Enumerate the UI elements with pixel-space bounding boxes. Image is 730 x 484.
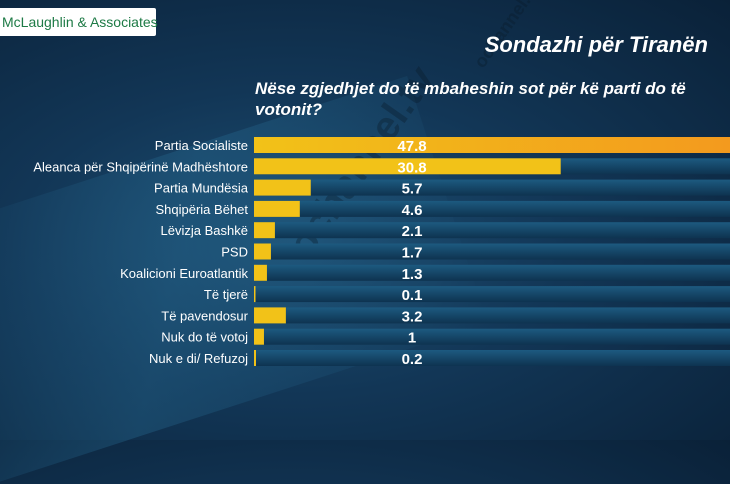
- bar: [254, 328, 264, 345]
- category-label: Të tjerë: [204, 287, 248, 302]
- category-label: Nuk e di/ Refuzoj: [149, 351, 248, 366]
- category-label: Koalicioni Euroatlantik: [120, 266, 248, 281]
- bar-chart: Partia Socialiste 47.8 Aleanca për Shqipër…: [33, 137, 730, 368]
- bar-track: [254, 286, 730, 303]
- bar: [254, 200, 300, 217]
- category-label: Të pavendosur: [161, 308, 248, 323]
- category-label: Partia Mundësia: [154, 181, 249, 196]
- value-label: 4.6: [402, 202, 423, 219]
- category-label: PSD: [221, 245, 248, 260]
- bar: [254, 243, 271, 260]
- bar: [254, 222, 275, 239]
- value-label: 1.3: [402, 266, 423, 283]
- value-label: 2.1: [402, 223, 423, 240]
- bar: [254, 158, 561, 175]
- value-label: 5.7: [402, 181, 423, 198]
- chart-title: Sondazhi për Tiranën: [484, 32, 708, 57]
- value-label: 0.1: [402, 287, 423, 304]
- bar-track: [254, 328, 730, 345]
- value-label: 1: [408, 330, 416, 347]
- bar-track: [254, 307, 730, 324]
- bar: [254, 350, 256, 366]
- category-label: Lëvizja Bashkë: [161, 223, 248, 238]
- bar-track: [254, 222, 730, 239]
- pollster-logo-text: McLaughlin & Associates: [2, 14, 158, 30]
- category-label: Nuk do të votoj: [161, 330, 248, 345]
- bar: [254, 264, 267, 281]
- bar-track: [254, 179, 730, 196]
- value-label: 3.2: [402, 308, 423, 325]
- value-label: 0.2: [402, 351, 423, 368]
- category-label: Partia Socialiste: [155, 138, 248, 153]
- category-label: Aleanca për Shqipërinë Madhështore: [33, 159, 248, 174]
- bar-track: [254, 200, 730, 217]
- value-label: 47.8: [397, 138, 426, 155]
- pollster-logo: McLaughlin & Associates: [0, 8, 158, 36]
- bar: [254, 307, 286, 324]
- chart-subtitle: Nëse zgjedhjet do të mbaheshin sot për k…: [255, 79, 686, 120]
- bar-track: [254, 264, 730, 281]
- bar: [254, 286, 256, 303]
- value-label: 1.7: [402, 245, 423, 262]
- bar-track: [254, 243, 730, 260]
- value-label: 30.8: [397, 159, 426, 176]
- bar-track: [254, 350, 730, 366]
- bar: [254, 137, 730, 153]
- bar: [254, 179, 311, 196]
- category-label: Shqipëria Bëhet: [155, 202, 248, 217]
